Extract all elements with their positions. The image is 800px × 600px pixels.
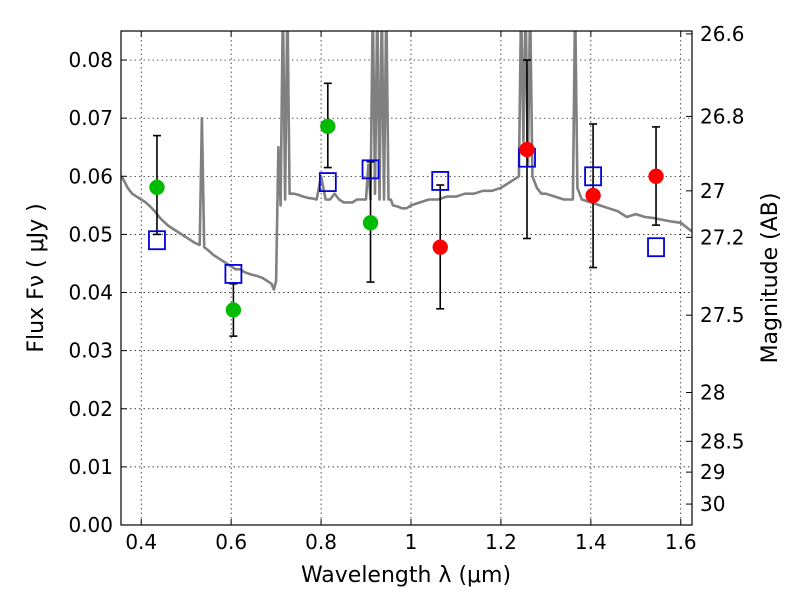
- x-tick-label: 0.4: [125, 530, 157, 554]
- x-tick-label: 1.4: [575, 530, 607, 554]
- model-point-square: [647, 237, 665, 258]
- x-tick-label: 0.8: [305, 530, 337, 554]
- magnitude-tick-label: 26.8: [700, 104, 745, 128]
- x-axis-label: Wavelength λ (μm): [301, 563, 511, 588]
- model-spectrum-line: [121, 31, 692, 291]
- y-tick-label: 0.08: [68, 48, 113, 72]
- data-point-circle: [648, 168, 664, 185]
- data-point-circle: [225, 302, 242, 318]
- x-tick-label: 1: [405, 530, 418, 554]
- y-tick-label: 0.06: [68, 164, 113, 188]
- x-tick-label: 1.6: [665, 530, 697, 554]
- magnitude-tick-label: 28: [700, 380, 725, 404]
- y-tick-label: 0.00: [68, 513, 113, 537]
- y-axis-label-right: Magnitude (AB): [758, 193, 783, 364]
- x-axis: 0.4 0.6 0.8 1 1.2 1.4 1.6: [125, 31, 697, 554]
- magnitude-tick-label: 27.2: [700, 225, 745, 249]
- model-point-square: [148, 230, 166, 251]
- magnitude-tick-label: 27: [700, 179, 725, 203]
- magnitude-tick-label: 30: [700, 492, 725, 516]
- magnitude-tick-label: 29: [700, 460, 725, 484]
- y-axis-label-left: Flux Fν ( μJy ): [24, 203, 49, 352]
- data-point-circle: [320, 118, 336, 135]
- data-point-circle: [585, 187, 601, 204]
- magnitude-tick-label: 28.5: [700, 429, 745, 453]
- data-point-circle: [149, 179, 165, 196]
- y-tick-label: 0.05: [68, 222, 113, 246]
- data-point-circle: [362, 215, 379, 231]
- marker-layer: [148, 59, 665, 337]
- y-tick-label: 0.01: [68, 455, 113, 479]
- model-point-square: [584, 166, 602, 187]
- series-layer: [121, 31, 692, 291]
- model-point-square: [224, 264, 243, 284]
- y-tick-label: 0.03: [68, 339, 113, 363]
- y-axis-left: 0.00 0.01 0.02 0.03 0.04 0.05 0.06 0.07 0.08: [68, 48, 127, 537]
- magnitude-tick-label: 27.5: [700, 303, 745, 327]
- plot-frame: [120, 30, 693, 526]
- y-axis-right: 26.6 26.8 27 27.2 27.5 28 28.5 29 30: [686, 22, 745, 516]
- model-point-square: [361, 159, 380, 180]
- y-tick-label: 0.04: [68, 281, 113, 305]
- x-tick-label: 1.2: [485, 530, 517, 554]
- model-point-square: [318, 172, 337, 193]
- data-point-circle: [432, 239, 448, 255]
- data-point-circle: [519, 141, 535, 158]
- grid: [121, 31, 692, 526]
- model-point-square: [431, 171, 450, 191]
- x-tick-label: 0.6: [215, 530, 247, 554]
- y-tick-label: 0.02: [68, 397, 113, 421]
- y-tick-label: 0.07: [68, 106, 113, 130]
- magnitude-tick-label: 26.6: [700, 22, 745, 46]
